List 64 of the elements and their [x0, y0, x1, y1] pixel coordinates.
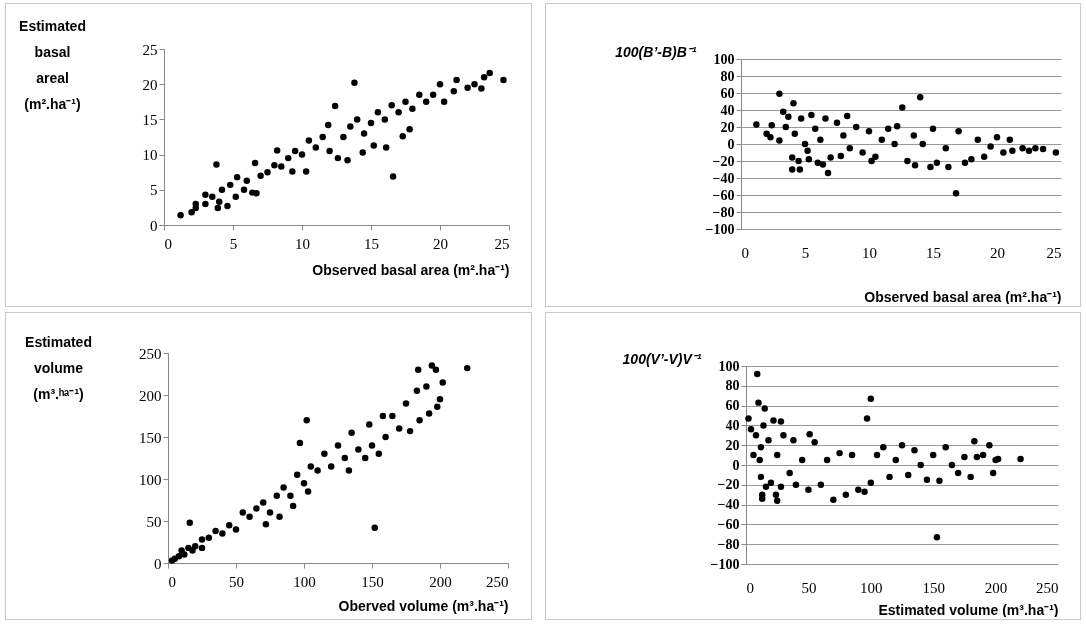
y-tick-label: 60: [725, 398, 740, 414]
x-tick-label: 10: [295, 235, 310, 252]
y-tick-label: 20: [725, 437, 740, 453]
x-tick-label: 25: [1046, 244, 1062, 261]
y-tick-label: 0: [727, 136, 735, 152]
x-tick-label: 15: [364, 235, 379, 252]
x-tick-label: 0: [168, 573, 176, 590]
x-tick-label: 10: [862, 244, 877, 261]
x-tick-label: 50: [229, 573, 244, 590]
y-tick-label: 100: [713, 51, 735, 67]
y-tick-label: −60: [717, 516, 740, 532]
y-tick-label: 10: [142, 147, 158, 164]
y-tick-label: 15: [142, 111, 158, 128]
x-tick-label: 0: [746, 579, 754, 596]
y-tick-label: −60: [712, 187, 735, 203]
x-tick-label: 150: [361, 573, 384, 590]
x-tick-label: 15: [926, 244, 941, 261]
y-tick-label: 50: [146, 513, 162, 530]
y-tick-label: 20: [142, 76, 158, 93]
x-tick-label: 25: [494, 235, 510, 252]
x-tick-label: 250: [486, 573, 509, 590]
y-tick-label: −100: [710, 556, 740, 572]
y-tick-label: 60: [720, 85, 735, 101]
y-tick-label: 0: [150, 217, 158, 234]
y-tick-label: 0: [732, 457, 740, 473]
y-tick-label: 25: [142, 41, 158, 58]
y-tick-label: 80: [720, 68, 735, 84]
y-tick-label: −20: [717, 477, 740, 493]
y-axis-title: Estimated volume (m³.ʰᵃ⁻¹): [25, 333, 92, 402]
y-tick-label: 40: [720, 102, 735, 118]
y-tick-label: 0: [154, 555, 162, 572]
y-axis-title: 100(B’-B)B⁻¹: [615, 43, 697, 60]
y-tick-label: 200: [139, 387, 162, 404]
x-tick-label: 100: [860, 579, 883, 596]
x-tick-label: 200: [429, 573, 452, 590]
x-tick-label: 250: [1036, 579, 1059, 596]
y-tick-label: 80: [725, 378, 740, 394]
y-tick-label: −20: [712, 153, 735, 169]
x-tick-label: 100: [293, 573, 316, 590]
y-tick-label: −40: [717, 497, 740, 513]
x-axis-title: Estimated volume (m³.ha⁻¹): [878, 601, 1059, 618]
y-axis-title: 100(V’-V)V⁻¹: [622, 350, 702, 367]
y-tick-label: −80: [717, 536, 740, 552]
x-tick-label: 20: [433, 235, 448, 252]
y-tick-label: 250: [139, 345, 162, 362]
x-tick-label: 20: [990, 244, 1005, 261]
y-tick-label: 100: [139, 471, 162, 488]
x-axis-title: Oberved volume (m³.ha⁻¹): [338, 597, 509, 614]
x-tick-label: 50: [801, 579, 817, 596]
x-tick-label: 5: [229, 235, 238, 252]
y-axis-title: Estimated basal areal (m².ha⁻¹): [19, 17, 86, 112]
y-tick-label: 40: [725, 417, 740, 433]
x-tick-label: 5: [801, 244, 810, 261]
x-tick-label: 200: [984, 579, 1008, 596]
y-tick-label: 5: [150, 182, 158, 199]
x-axis-title: Observed basal area (m².ha⁻¹): [312, 261, 510, 278]
y-tick-label: 20: [720, 119, 735, 135]
y-tick-label: 100: [718, 358, 740, 374]
y-tick-label: −80: [712, 204, 735, 220]
y-tick-label: −100: [705, 221, 735, 237]
y-tick-label: −40: [712, 170, 735, 186]
x-tick-label: 150: [922, 579, 945, 596]
x-axis-title: Observed basal area (m².ha⁻¹): [864, 288, 1062, 305]
y-tick-label: 150: [139, 429, 162, 446]
